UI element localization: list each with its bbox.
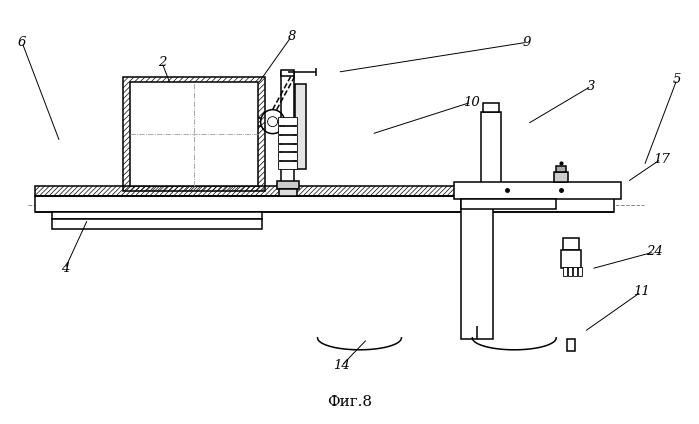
Text: 24: 24 — [646, 245, 663, 259]
Bar — [278, 126, 297, 134]
Text: 10: 10 — [463, 96, 480, 109]
Bar — [573, 267, 577, 276]
Bar — [294, 84, 305, 169]
Bar — [279, 189, 296, 196]
Bar — [277, 181, 298, 189]
Bar — [561, 250, 581, 268]
Bar — [567, 339, 575, 351]
Bar — [35, 186, 614, 196]
Bar — [281, 72, 294, 186]
Bar — [278, 153, 297, 160]
Text: 6: 6 — [17, 36, 26, 49]
Text: 11: 11 — [633, 285, 649, 298]
Bar — [454, 182, 621, 199]
Text: 2: 2 — [157, 56, 166, 69]
Text: 8: 8 — [287, 30, 296, 43]
Bar — [278, 117, 297, 125]
Bar — [563, 267, 567, 276]
Bar — [281, 70, 294, 76]
Bar — [35, 196, 614, 212]
Text: 3: 3 — [587, 80, 596, 93]
Bar — [52, 219, 261, 229]
Text: Фиг.8: Фиг.8 — [327, 395, 372, 409]
Bar — [278, 161, 297, 169]
Bar — [578, 267, 582, 276]
Bar — [278, 135, 297, 142]
Bar — [554, 172, 568, 182]
Bar — [482, 112, 501, 186]
Bar — [556, 166, 566, 172]
Bar — [483, 103, 499, 112]
Bar — [130, 82, 258, 186]
Text: 9: 9 — [523, 36, 531, 49]
Bar — [52, 212, 261, 219]
Bar — [461, 199, 556, 209]
Bar — [563, 238, 579, 250]
Bar — [123, 77, 265, 191]
Bar — [568, 267, 572, 276]
Text: 4: 4 — [61, 262, 69, 276]
Text: 14: 14 — [333, 359, 350, 372]
Bar — [278, 144, 297, 151]
Text: 17: 17 — [653, 153, 670, 166]
Text: 5: 5 — [673, 73, 682, 86]
Bar — [461, 186, 493, 339]
